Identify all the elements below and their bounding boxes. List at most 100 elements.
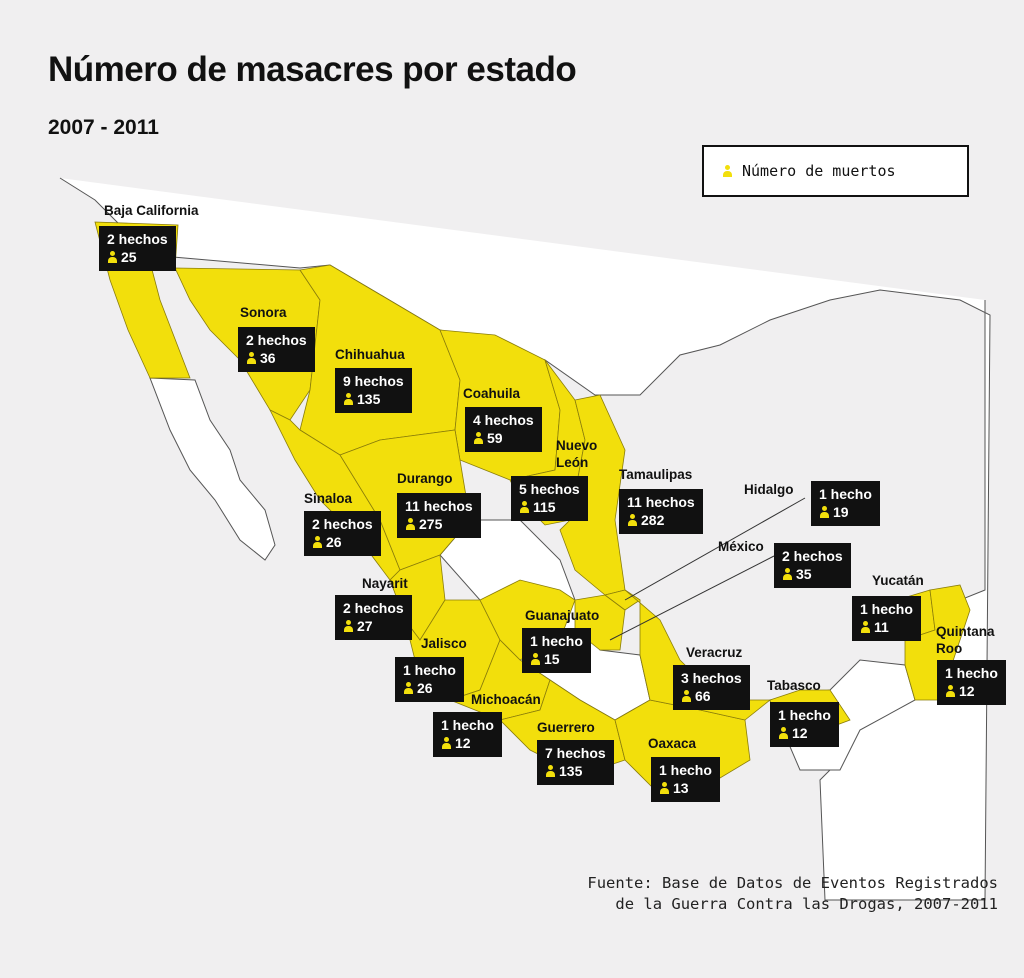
state-label-michoacan: Michoacán (471, 692, 541, 707)
state-shape-veracruz (624, 589, 772, 721)
state-label-tabasco: Tabasco (767, 678, 821, 693)
muertos-count: 26 (417, 680, 433, 696)
muertos-count: 135 (559, 763, 583, 779)
muertos-count: 15 (544, 651, 560, 667)
hechos-count: 7 hechos (545, 745, 606, 761)
person-icon (782, 568, 792, 580)
state-label-nuevo-leon: Nuevo León (556, 438, 598, 470)
state-box-coahuila: 4 hechos 59 (465, 407, 542, 452)
muertos-count: 282 (641, 512, 665, 528)
hechos-count: 11 hechos (405, 498, 473, 514)
state-shape-quintana-roo (904, 584, 971, 701)
state-box-guanajuato: 1 hecho 15 (522, 628, 591, 673)
state-label-tamaulipas: Tamaulipas (619, 467, 693, 482)
hechos-count: 5 hechos (519, 481, 580, 497)
source-note: Fuente: Base de Datos de Eventos Registr… (587, 873, 998, 915)
muertos-count: 36 (260, 350, 276, 366)
person-icon (819, 506, 829, 518)
person-icon (659, 782, 669, 794)
state-label-coahuila: Coahuila (463, 386, 521, 401)
person-icon (519, 501, 529, 513)
state-label-baja-california: Baja California (104, 203, 199, 218)
baja-sur-land (149, 377, 276, 561)
state-label-guanajuato: Guanajuato (525, 608, 600, 623)
person-icon (545, 765, 555, 777)
state-box-durango: 11 hechos 275 (397, 493, 481, 538)
hechos-count: 1 hecho (441, 717, 494, 733)
muertos-count: 13 (673, 780, 689, 796)
person-icon (343, 393, 353, 405)
hechos-count: 1 hecho (659, 762, 712, 778)
state-label-hidalgo: Hidalgo (744, 482, 794, 497)
hechos-count: 2 hechos (312, 516, 373, 532)
hechos-count: 2 hechos (343, 600, 404, 616)
muertos-count: 25 (121, 249, 137, 265)
muertos-count: 27 (357, 618, 373, 634)
muertos-count: 115 (533, 499, 556, 515)
person-icon (681, 690, 691, 702)
state-label-oaxaca: Oaxaca (648, 736, 697, 751)
state-box-baja-california: 2 hechos 25 (99, 226, 176, 271)
person-icon (722, 165, 732, 177)
state-box-nuevo-leon: 5 hechos 115 (511, 476, 588, 521)
state-box-tabasco: 1 hecho 12 (770, 702, 839, 747)
hechos-count: 2 hechos (107, 231, 168, 247)
muertos-count: 12 (792, 725, 808, 741)
state-label-quintana-roo: Quintana Roo (936, 624, 995, 656)
state-box-veracruz: 3 hechos 66 (673, 665, 750, 710)
muertos-count: 19 (833, 504, 849, 520)
hechos-count: 4 hechos (473, 412, 534, 428)
source-line-2: de la Guerra Contra las Drogas, 2007-201… (615, 895, 998, 913)
map-subtitle: 2007 - 2011 (48, 116, 159, 139)
muertos-count: 135 (357, 391, 381, 407)
state-box-oaxaca: 1 hecho 13 (651, 757, 720, 802)
state-box-sonora: 2 hechos 36 (238, 327, 315, 372)
state-label-sonora: Sonora (240, 305, 287, 320)
leader-line-mexico (609, 555, 775, 641)
person-icon (627, 514, 637, 526)
state-box-guerrero: 7 hechos 135 (537, 740, 614, 785)
person-icon (343, 620, 353, 632)
state-box-nayarit: 2 hechos 27 (335, 595, 412, 640)
person-icon (860, 621, 870, 633)
state-box-tamaulipas: 11 hechos 282 (619, 489, 703, 534)
state-box-michoacan: 1 hecho 12 (433, 712, 502, 757)
person-icon (473, 432, 483, 444)
person-icon (312, 536, 322, 548)
muertos-count: 26 (326, 534, 342, 550)
state-box-yucatan: 1 hecho 11 (852, 596, 921, 641)
person-icon (403, 682, 413, 694)
person-icon (945, 685, 955, 697)
person-icon (246, 352, 256, 364)
legend-label: Número de muertos (742, 162, 896, 180)
person-icon (441, 737, 451, 749)
person-icon (405, 518, 415, 530)
person-icon (107, 251, 117, 263)
state-label-veracruz: Veracruz (686, 645, 743, 660)
muertos-count: 12 (959, 683, 975, 699)
state-label-mexico: México (718, 539, 764, 554)
muertos-count: 12 (455, 735, 471, 751)
leader-line-hidalgo (624, 497, 806, 601)
state-box-hidalgo: 1 hecho 19 (811, 481, 880, 526)
muertos-count: 66 (695, 688, 711, 704)
hechos-count: 1 hecho (819, 486, 872, 502)
person-icon (530, 653, 540, 665)
state-box-chihuahua: 9 hechos 135 (335, 368, 412, 413)
state-label-yucatan: Yucatán (872, 573, 924, 588)
state-label-nayarit: Nayarit (362, 576, 408, 591)
person-icon (778, 727, 788, 739)
muertos-count: 275 (419, 516, 443, 532)
hechos-count: 1 hecho (778, 707, 831, 723)
hechos-count: 3 hechos (681, 670, 742, 686)
hechos-count: 1 hecho (945, 665, 998, 681)
hechos-count: 1 hecho (860, 601, 913, 617)
muertos-count: 35 (796, 566, 812, 582)
muertos-count: 59 (487, 430, 503, 446)
state-label-jalisco: Jalisco (421, 636, 467, 651)
state-label-chihuahua: Chihuahua (335, 347, 405, 362)
muertos-count: 11 (874, 619, 889, 635)
state-box-quintana-roo: 1 hecho 12 (937, 660, 1006, 705)
state-box-sinaloa: 2 hechos 26 (304, 511, 381, 556)
legend-box: Número de muertos (702, 145, 969, 197)
